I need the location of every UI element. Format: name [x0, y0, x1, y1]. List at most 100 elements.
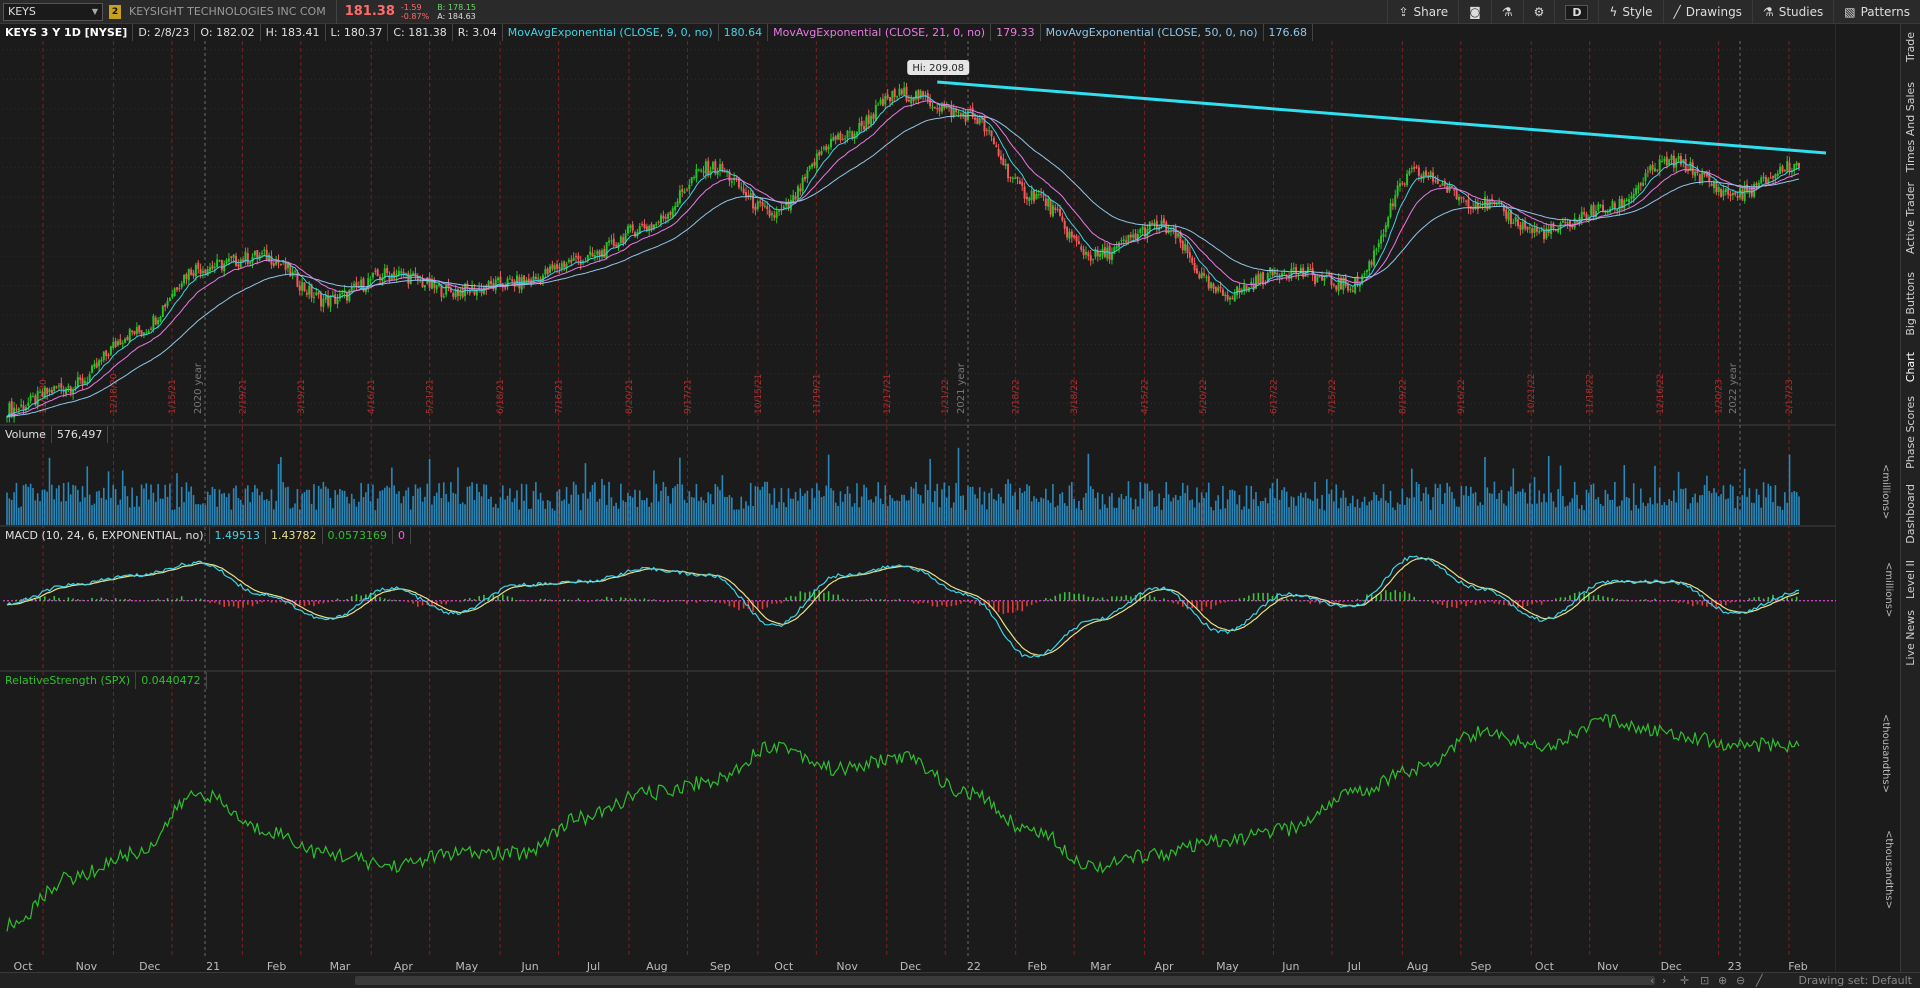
volume-label[interactable]: Volume: [0, 426, 52, 443]
horizontal-scrollbar[interactable]: [355, 976, 1655, 985]
candle-body: [76, 377, 79, 388]
flask-button[interactable]: ⚗: [1490, 0, 1523, 24]
macd-histogram-bar: [176, 598, 178, 601]
macd-histogram-bar: [941, 600, 943, 606]
zoom-icon[interactable]: ⊕: [1718, 974, 1728, 987]
expiration-date-label: 10/21/22: [1527, 374, 1537, 414]
candle-body: [305, 292, 308, 295]
volume-bar: [419, 487, 421, 525]
tab-chart[interactable]: Chart: [1904, 352, 1917, 383]
ema50-label[interactable]: MovAvgExponential (CLOSE, 50, 0, no): [1041, 24, 1264, 41]
candle-body: [1309, 269, 1312, 271]
macd-histogram-bar: [15, 599, 18, 601]
candle-body: [1186, 244, 1189, 253]
expiration-date-label: 2/18/22: [1012, 379, 1022, 414]
volume-bar: [1651, 504, 1654, 525]
macd-histogram-bar: [865, 599, 868, 601]
candle-body: [1672, 155, 1675, 168]
macd-histogram-bar: [275, 600, 277, 603]
candle-body: [1118, 242, 1121, 248]
crosshair-icon[interactable]: ✛: [1680, 974, 1690, 987]
ema50-value: 176.68: [1264, 24, 1314, 41]
zoom-out-icon[interactable]: ⊖: [1736, 974, 1746, 987]
drawings-button[interactable]: ╱ Drawings: [1662, 0, 1752, 24]
volume-bar: [1045, 488, 1047, 525]
ema21-label[interactable]: MovAvgExponential (CLOSE, 21, 0, no): [768, 24, 992, 41]
volume-bar: [497, 507, 499, 525]
ema9-label[interactable]: MovAvgExponential (CLOSE, 9, 0, no): [503, 24, 719, 41]
volume-bar: [324, 486, 327, 525]
macd-label[interactable]: MACD (10, 24, 6, EXPONENTIAL, no): [0, 527, 210, 544]
candle-body: [1691, 162, 1694, 175]
chart-canvas[interactable]: Oct Nov Dec 21 Feb Mar Apr May Jun Jul Aug Sep Oct No…: [0, 24, 1836, 972]
volume-bar: [1389, 490, 1392, 525]
volume-bar: [1750, 502, 1753, 525]
tab-big-buttons[interactable]: Big Buttons: [1904, 272, 1917, 336]
candle-body: [1127, 234, 1130, 242]
candle-body: [1687, 170, 1690, 172]
candle-body: [990, 130, 993, 137]
volume-bar: [400, 503, 403, 525]
tab-times-and-sales[interactable]: Times And Sales: [1904, 82, 1917, 173]
candle-body: [1783, 170, 1786, 172]
period-button[interactable]: D: [1554, 0, 1598, 24]
tab-dashboard[interactable]: Dashboard: [1904, 484, 1917, 544]
tab-live-news[interactable]: Live News: [1904, 610, 1917, 666]
tab-phase-scores[interactable]: Phase Scores: [1904, 396, 1917, 469]
volume-bar: [1160, 509, 1163, 525]
chart-area[interactable]: Oct Nov Dec 21 Feb Mar Apr May Jun Jul Aug Sep Oct No…: [0, 24, 1891, 972]
chevron-down-icon[interactable]: ▼: [91, 7, 98, 16]
macd-histogram-bar: [398, 600, 400, 601]
volume-bar: [1257, 506, 1260, 525]
volume-bar: [1725, 499, 1727, 525]
candle-body: [225, 259, 228, 264]
candle-body: [1016, 176, 1019, 179]
volume-bar: [237, 497, 240, 525]
candle-body: [178, 288, 181, 290]
candle-body: [1011, 177, 1014, 179]
pencil-icon[interactable]: ╱: [1756, 974, 1763, 987]
volume-bar: [1271, 483, 1274, 525]
patterns-button[interactable]: ▧ Patterns: [1833, 0, 1920, 24]
candle-body: [659, 215, 662, 224]
scroll-right-icon[interactable]: ›: [1662, 974, 1667, 987]
studies-button[interactable]: ⚗ Studies: [1751, 0, 1833, 24]
macd-histogram-bar: [1644, 599, 1647, 601]
link-group-badge[interactable]: 2: [109, 4, 121, 19]
expiration-date-label: 5/21/21: [426, 379, 436, 414]
candle-body: [1429, 171, 1432, 177]
volume-bar: [1654, 465, 1656, 525]
candle-body: [527, 278, 530, 282]
candle-body: [409, 274, 412, 285]
candle-body: [615, 244, 618, 247]
rs-label[interactable]: RelativeStrength (SPX): [0, 672, 137, 689]
settings-button[interactable]: ⚙: [1522, 0, 1555, 24]
tab-active-trader[interactable]: Active Trader: [1904, 182, 1917, 255]
style-button[interactable]: ϟ Style: [1598, 0, 1662, 24]
tab-level-ii[interactable]: Level II: [1904, 560, 1917, 600]
candle-body: [837, 134, 840, 140]
candle-body: [454, 289, 457, 298]
tab-trade[interactable]: Trade: [1904, 32, 1917, 63]
share-button[interactable]: ⇪ Share: [1387, 0, 1458, 24]
volume-bar: [1741, 495, 1744, 525]
scroll-left-icon[interactable]: ‹: [1650, 974, 1655, 987]
volume-bar: [117, 504, 119, 525]
gear-icon: ⚙: [1533, 5, 1545, 19]
volume-bar: [1033, 496, 1035, 525]
zoom-area-icon[interactable]: ⊡: [1700, 974, 1710, 987]
candle-body: [442, 296, 445, 298]
macd-histogram-bar: [483, 594, 485, 601]
macd-value: 1.49513: [210, 527, 267, 544]
volume-bar: [1588, 492, 1590, 525]
snapshot-button[interactable]: ◙: [1458, 0, 1491, 24]
volume-bar: [91, 505, 93, 525]
drawing-set-label[interactable]: Drawing set: Default: [1798, 974, 1912, 987]
candle-body: [1063, 220, 1066, 229]
volume-bar: [1444, 493, 1446, 525]
year-label: 2020 year: [193, 362, 204, 414]
month-tick-label: Dec: [139, 960, 160, 972]
symbol-input[interactable]: KEYS ▼: [3, 2, 103, 21]
volume-bar: [1370, 500, 1373, 525]
volume-bar: [391, 467, 393, 525]
